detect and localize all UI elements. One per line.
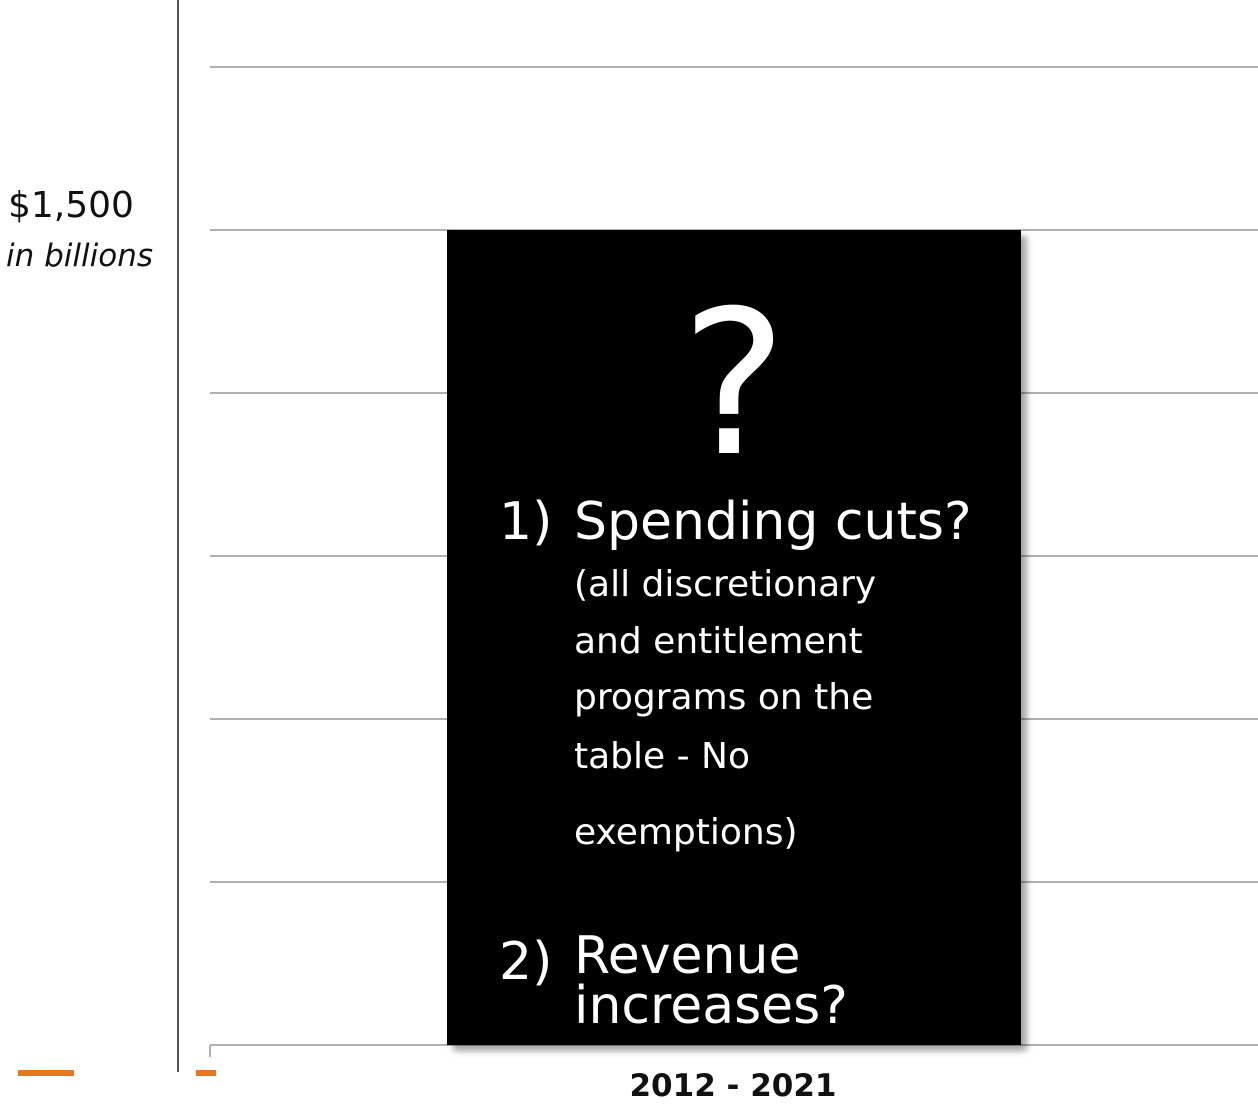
item-1-detail: exemptions): [574, 812, 798, 853]
y-unit-label: in billions: [6, 238, 154, 274]
orange-accent-mark: [196, 1070, 216, 1076]
item-1-detail: (all discretionary: [574, 564, 877, 605]
bar-2012-2021: ? 1) Spending cuts? (all discretionary a…: [447, 230, 1021, 1045]
orange-accent-mark: [18, 1070, 74, 1076]
item-2-number: 2): [499, 932, 553, 992]
question-mark-icon: ?: [680, 268, 788, 501]
item-1-detail: table - No: [574, 736, 751, 777]
y-tick-label: $1,500: [8, 185, 134, 226]
item-1-heading: Spending cuts?: [574, 492, 972, 552]
item-1-detail: programs on the: [574, 677, 874, 718]
item-1-number: 1): [499, 492, 553, 552]
item-2-heading: Revenue: [574, 926, 801, 986]
x-axis: [209, 1044, 1258, 1057]
item-2-heading: increases?: [574, 976, 848, 1036]
item-1-detail: and entitlement: [574, 621, 863, 662]
x-category-label: 2012 - 2021: [629, 1068, 837, 1104]
